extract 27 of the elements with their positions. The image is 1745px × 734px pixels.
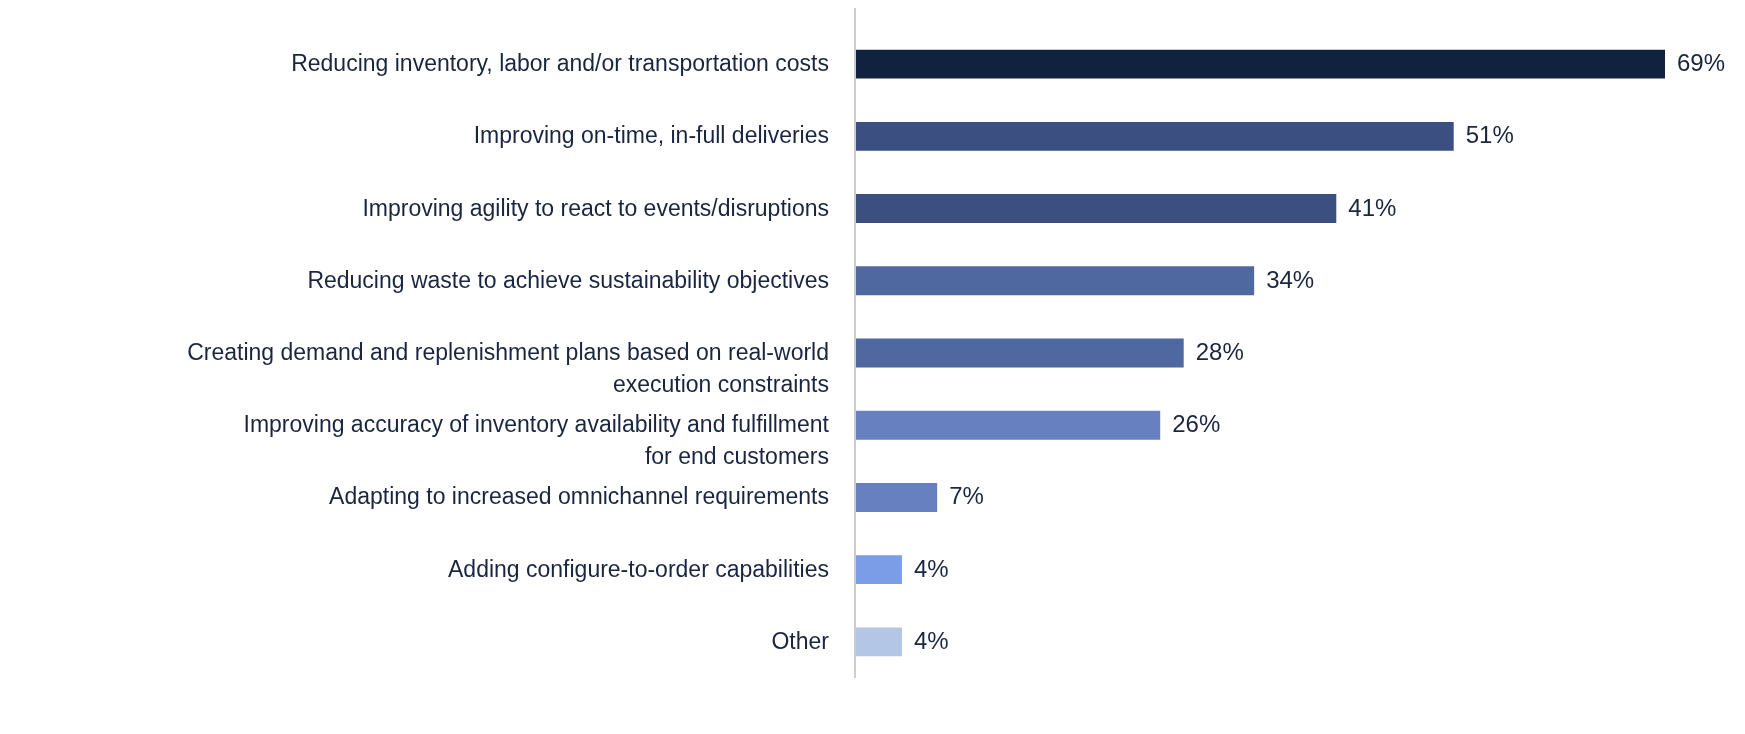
bar <box>855 410 1161 440</box>
bar <box>855 49 1665 79</box>
y-tick-label: Improving accuracy of inventory availability and fulfillment for end customers <box>243 411 830 470</box>
data-label: 69% <box>1677 49 1726 77</box>
bar <box>855 555 902 585</box>
data-label: 7% <box>949 482 984 510</box>
data-label: 26% <box>1172 410 1221 438</box>
y-tick-label: Adding configure-to-order capabilities <box>448 555 829 582</box>
data-label: 4% <box>913 554 949 582</box>
y-tick-label: Reducing waste to achieve sustainability objectives <box>307 266 829 293</box>
y-tick-label: Creating demand and replenishment plans based on real-world execution constraints <box>187 339 829 397</box>
data-label: 41% <box>1348 193 1397 221</box>
bar <box>855 483 938 512</box>
bar <box>855 338 1184 368</box>
bar <box>855 194 1337 223</box>
bar <box>855 121 1454 151</box>
y-tick-label: Reducing inventory, labor and/or transportation costs <box>291 50 829 77</box>
data-label: 34% <box>1266 265 1315 293</box>
y-tick-label: Improving agility to react to events/disruptions <box>362 194 829 221</box>
y-tick-label: Improving on-time, in-full deliveries <box>473 122 829 149</box>
data-label: 4% <box>913 626 949 654</box>
y-tick-label: Adapting to increased omnichannel requirements <box>329 483 829 510</box>
bar <box>855 627 902 657</box>
data-label: 28% <box>1195 338 1244 365</box>
bar <box>855 266 1255 296</box>
data-label: 51% <box>1465 121 1514 149</box>
y-tick-label: Other <box>771 627 830 654</box>
